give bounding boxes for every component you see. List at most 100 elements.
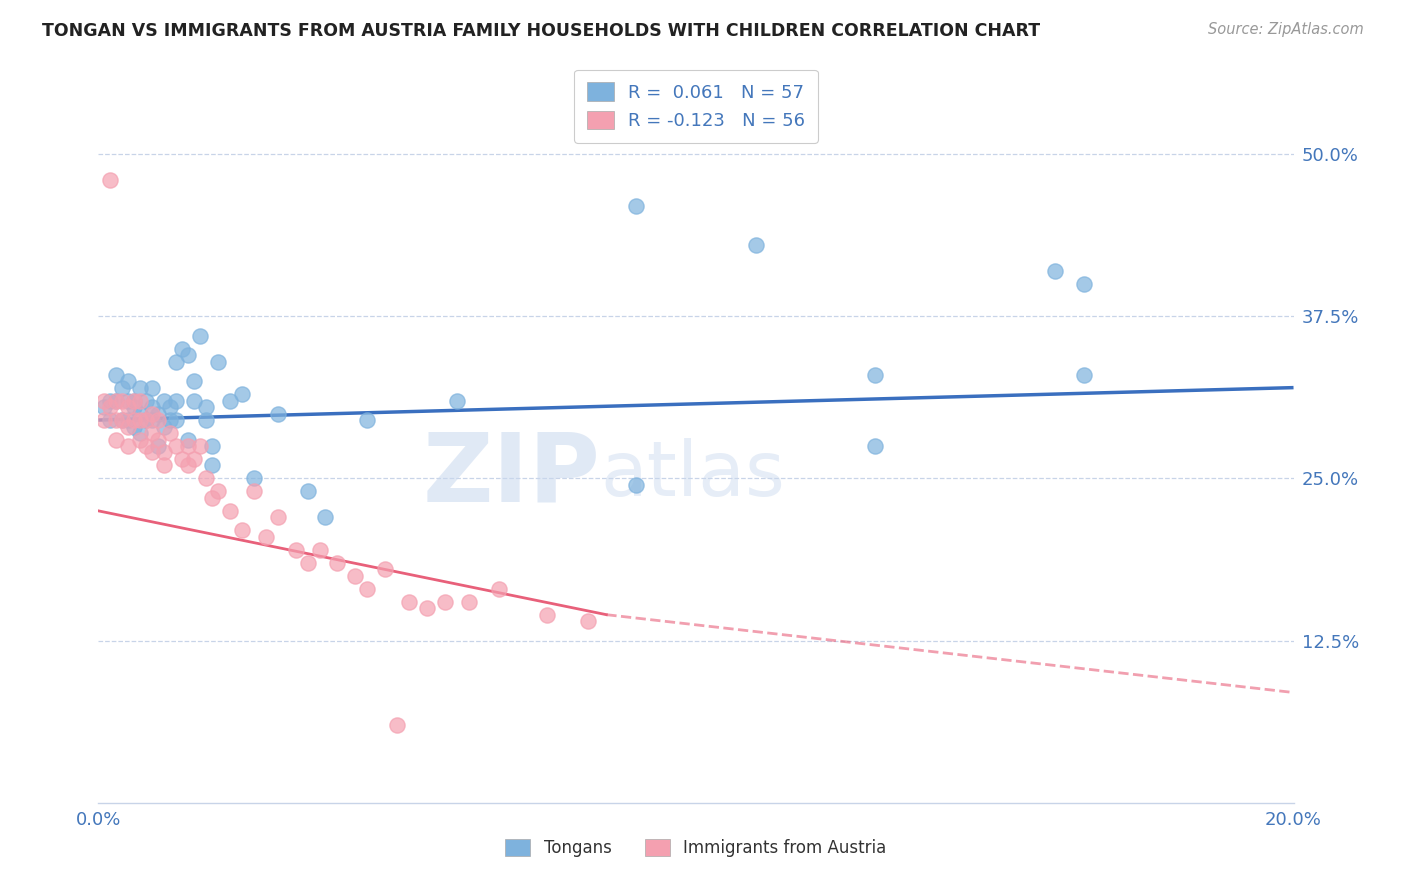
Point [129,381,152,395]
Point [172,342,194,356]
Point [141,413,163,427]
Point [207,484,229,499]
Point [1073,368,1095,382]
Point [398,595,420,609]
Point [578,614,600,628]
Y-axis label: Family Households with Children: Family Households with Children [0,300,8,592]
Point [243,484,266,499]
Point [98,173,122,187]
Point [105,393,128,408]
Point [195,413,218,427]
Point [177,458,200,473]
Point [148,407,170,421]
Point [458,595,481,609]
Point [153,445,176,459]
Point [165,439,187,453]
Point [98,393,122,408]
Point [1073,277,1095,291]
Point [165,413,187,427]
Point [135,413,157,427]
Point [129,407,152,421]
Point [153,458,176,473]
Point [111,381,134,395]
Point [374,562,396,576]
Point [177,439,200,453]
Point [356,582,378,596]
Point [111,413,134,427]
Point [153,393,176,408]
Point [183,393,205,408]
Point [745,238,768,252]
Point [129,433,152,447]
Point [129,393,152,408]
Legend: Tongans, Immigrants from Austria: Tongans, Immigrants from Austria [498,831,894,866]
Point [141,445,163,459]
Point [536,607,558,622]
Point [159,425,181,440]
Point [141,407,163,421]
Point [446,393,468,408]
Point [356,413,378,427]
Point [183,452,205,467]
Point [177,433,200,447]
Point [195,400,218,414]
Point [172,452,194,467]
Text: TONGAN VS IMMIGRANTS FROM AUSTRIA FAMILY HOUSEHOLDS WITH CHILDREN CORRELATION CH: TONGAN VS IMMIGRANTS FROM AUSTRIA FAMILY… [42,22,1040,40]
Point [93,400,115,414]
Point [159,413,181,427]
Point [105,393,128,408]
Point [385,718,409,732]
Point [297,556,319,570]
Point [326,556,349,570]
Point [865,368,887,382]
Point [135,413,157,427]
Text: Source: ZipAtlas.com: Source: ZipAtlas.com [1208,22,1364,37]
Point [243,471,266,485]
Point [177,348,200,362]
Point [105,433,128,447]
Point [159,400,181,414]
Point [124,400,146,414]
Point [308,542,330,557]
Point [344,568,367,582]
Point [284,542,307,557]
Point [105,368,128,382]
Point [98,400,122,414]
Text: atlas: atlas [600,438,785,511]
Point [416,601,439,615]
Point [117,419,139,434]
Point [98,413,122,427]
Point [488,582,510,596]
Point [117,413,139,427]
Point [219,393,242,408]
Point [207,354,229,368]
Point [626,199,648,213]
Point [124,393,146,408]
Point [117,393,139,408]
Point [315,510,337,524]
Point [135,439,157,453]
Point [105,413,128,427]
Point [188,328,211,343]
Point [148,413,170,427]
Point [124,393,146,408]
Point [117,439,139,453]
Point [93,413,115,427]
Point [141,381,163,395]
Point [201,491,224,505]
Point [267,407,290,421]
Point [219,504,242,518]
Point [165,354,187,368]
Point [231,387,253,401]
Point [1043,264,1066,278]
Point [231,524,253,538]
Point [148,439,170,453]
Point [165,393,187,408]
Point [195,471,218,485]
Point [626,478,648,492]
Point [865,439,887,453]
Point [201,439,224,453]
Point [153,419,176,434]
Text: ZIP: ZIP [422,428,600,521]
Point [135,393,157,408]
